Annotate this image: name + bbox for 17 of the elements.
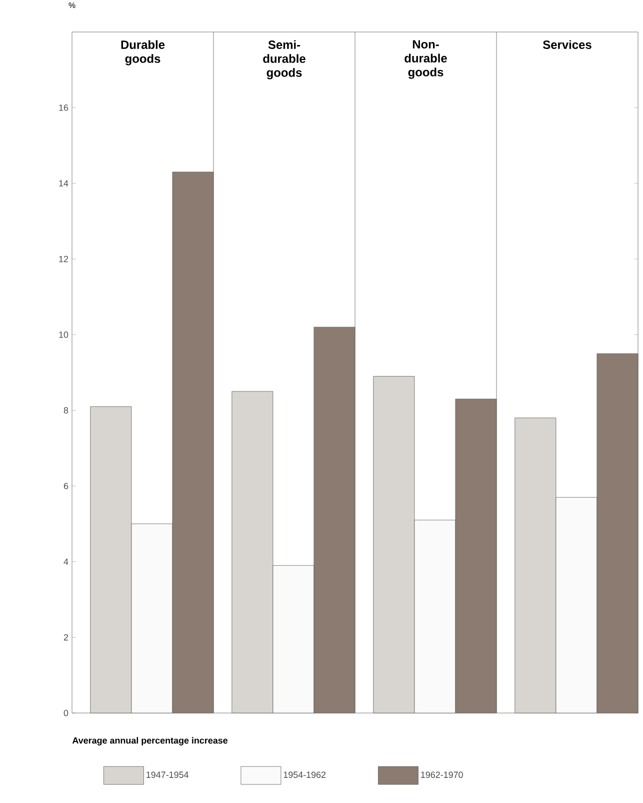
legend-label: 1954-1962 bbox=[284, 772, 326, 778]
x-tick-label: Services bbox=[543, 40, 592, 49]
y-tick-label: 8 bbox=[64, 407, 68, 414]
y-tick-label: 14 bbox=[59, 180, 68, 186]
x-tick-label: Semi-durable goods bbox=[263, 40, 306, 80]
legend-label: 1947-1954 bbox=[146, 772, 188, 778]
y-tick-label: 6 bbox=[64, 482, 68, 490]
y-tick-label: 10 bbox=[59, 331, 68, 338]
x-tick-label: Durable goods bbox=[121, 40, 165, 66]
y-tick-label: 16 bbox=[59, 104, 68, 111]
y-tick-label: 4 bbox=[64, 558, 68, 565]
x-tick-label: Non-durable goods bbox=[404, 40, 447, 79]
y-tick-label: 0 bbox=[64, 710, 68, 716]
legend-title: Average annual percentage increase bbox=[72, 737, 228, 746]
y-tick-label: 12 bbox=[59, 256, 68, 262]
legend-label: 1962-1970 bbox=[421, 772, 463, 778]
y-tick-label: 2 bbox=[64, 634, 68, 640]
